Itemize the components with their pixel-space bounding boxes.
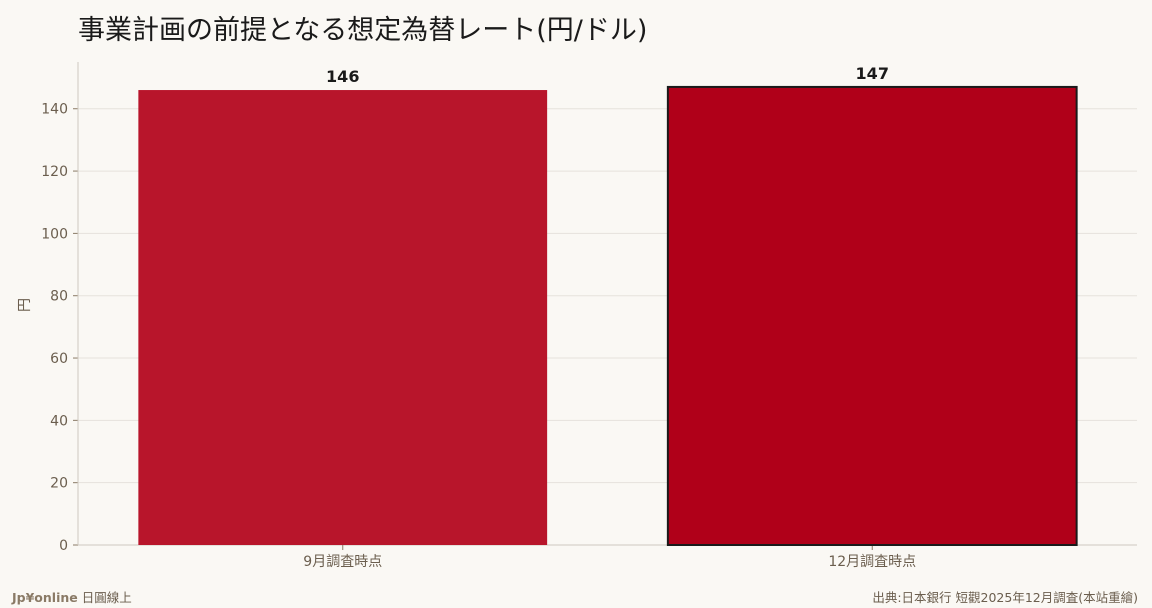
y-axis-label: 円 — [17, 298, 33, 312]
bars — [138, 85, 1078, 546]
data-label: 147 — [856, 64, 889, 83]
x-tick-label: 9月調査時点 — [303, 554, 382, 570]
source-note: 出典:日本銀行 短觀2025年12月調査(本站重繪) — [872, 590, 1138, 605]
y-tick-label: 20 — [50, 476, 68, 492]
y-tick-label: 120 — [41, 164, 68, 180]
y-tick-label: 80 — [50, 289, 68, 305]
x-tick-label: 12月調査時点 — [828, 554, 916, 570]
footer-brand: Jp¥online 日圓線上 — [12, 587, 132, 606]
chart-title: 事業計画の前提となる想定為替レート(円/ドル) — [78, 15, 648, 46]
y-tick-label: 100 — [41, 226, 68, 242]
axes: 0 20 40 60 80 100 120 140 9月調査時点 12月調査時点 — [41, 62, 1137, 570]
y-tick-label: 0 — [59, 538, 68, 554]
y-tick-label: 60 — [50, 351, 68, 367]
brand-name: Jp¥online — [12, 590, 78, 605]
bar-1 — [138, 90, 548, 545]
y-tick-label: 140 — [41, 102, 68, 118]
y-tick-label: 40 — [50, 413, 68, 429]
bar-2 — [666, 85, 1078, 546]
data-labels: 146 147 — [326, 64, 889, 86]
brand-suffix: 日圓線上 — [81, 590, 132, 605]
data-label: 146 — [326, 67, 359, 86]
